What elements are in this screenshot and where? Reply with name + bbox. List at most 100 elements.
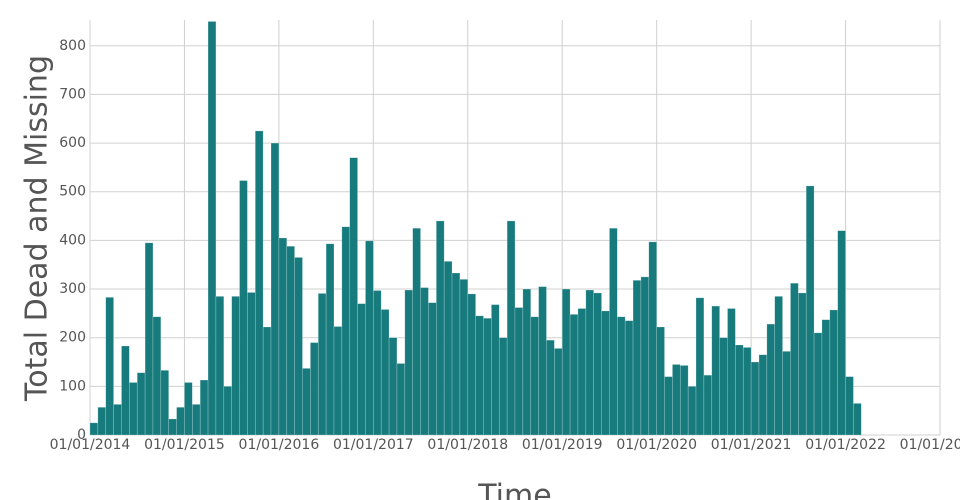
y-tick-label: 600 bbox=[59, 135, 86, 151]
bar bbox=[435, 220, 445, 436]
y-tick-label: 200 bbox=[59, 330, 86, 346]
bar bbox=[601, 310, 610, 436]
bar bbox=[223, 386, 232, 436]
bar bbox=[664, 376, 673, 436]
bar bbox=[617, 316, 626, 436]
bar bbox=[632, 279, 642, 436]
bar bbox=[136, 372, 146, 436]
bar bbox=[577, 308, 587, 436]
bar bbox=[467, 293, 476, 436]
bar bbox=[805, 185, 815, 436]
bar bbox=[310, 342, 319, 436]
bar bbox=[640, 276, 650, 436]
bar bbox=[168, 418, 177, 436]
x-tick-label: 01/01/2017 bbox=[333, 437, 414, 453]
bar bbox=[97, 406, 107, 436]
y-tick-label: 500 bbox=[59, 184, 86, 200]
bar bbox=[656, 326, 665, 436]
x-tick-label: 01/01/2019 bbox=[522, 437, 603, 453]
bar bbox=[530, 316, 539, 436]
bar bbox=[176, 406, 185, 436]
bar bbox=[735, 344, 744, 436]
bar bbox=[349, 157, 358, 436]
bar bbox=[498, 337, 508, 436]
bar bbox=[365, 240, 374, 436]
bar bbox=[554, 348, 563, 436]
bar bbox=[514, 307, 524, 436]
bar bbox=[420, 287, 429, 436]
bar bbox=[648, 241, 657, 436]
bar bbox=[404, 289, 413, 436]
bar bbox=[845, 376, 854, 436]
bar bbox=[294, 257, 303, 436]
bar bbox=[522, 288, 532, 436]
bar bbox=[742, 347, 752, 436]
bar bbox=[506, 220, 516, 436]
bar bbox=[703, 374, 713, 436]
y-tick-label: 100 bbox=[59, 378, 86, 394]
bar bbox=[184, 382, 193, 436]
bar bbox=[278, 237, 288, 436]
bar bbox=[254, 130, 264, 436]
bar bbox=[758, 354, 768, 436]
bar bbox=[679, 365, 689, 436]
bar bbox=[113, 404, 122, 436]
bar bbox=[302, 368, 311, 436]
bar bbox=[475, 315, 484, 436]
bar bbox=[672, 364, 681, 436]
bar bbox=[373, 290, 382, 436]
bar bbox=[89, 422, 99, 436]
bar bbox=[357, 303, 366, 436]
x-tick-label: 01/01/2016 bbox=[239, 437, 320, 453]
bar bbox=[750, 361, 760, 436]
bar bbox=[585, 289, 595, 436]
bar bbox=[333, 326, 343, 436]
x-tick-label: 01/01/2018 bbox=[427, 437, 508, 453]
bar bbox=[813, 332, 823, 436]
bar bbox=[624, 320, 634, 436]
x-tick-label: 01/01/2020 bbox=[616, 437, 697, 453]
bar bbox=[121, 345, 130, 436]
bar bbox=[569, 314, 579, 436]
bar bbox=[782, 351, 791, 436]
bar bbox=[388, 337, 398, 436]
x-tick-label: 01/01/2015 bbox=[144, 437, 225, 453]
bar bbox=[325, 243, 335, 436]
bar bbox=[821, 319, 831, 436]
bar bbox=[231, 296, 240, 436]
bar bbox=[317, 293, 327, 436]
y-axis-title: Total Dead and Missing bbox=[20, 55, 55, 402]
bar bbox=[593, 292, 602, 436]
bar bbox=[341, 226, 351, 436]
bar bbox=[160, 369, 170, 436]
y-tick-label: 400 bbox=[59, 232, 86, 248]
x-tick-label: 01/01/2022 bbox=[805, 437, 886, 453]
bar bbox=[829, 309, 838, 436]
bar bbox=[853, 403, 862, 436]
bar bbox=[790, 282, 799, 436]
x-axis-title: Time bbox=[477, 479, 551, 500]
bar bbox=[766, 323, 776, 436]
bar bbox=[247, 292, 256, 436]
bar bbox=[144, 242, 154, 436]
bar bbox=[129, 382, 138, 436]
bar bbox=[711, 305, 720, 436]
bar bbox=[262, 326, 272, 436]
bar bbox=[774, 296, 783, 436]
bar bbox=[798, 292, 807, 436]
bar bbox=[396, 363, 406, 436]
bar bbox=[207, 21, 217, 436]
bar bbox=[687, 386, 697, 436]
bar bbox=[199, 379, 209, 436]
bar bbox=[380, 309, 390, 436]
bar bbox=[561, 288, 571, 436]
bar bbox=[428, 302, 437, 436]
x-tick-label: 01/01/2021 bbox=[711, 437, 792, 453]
bar bbox=[538, 286, 547, 436]
bar bbox=[286, 245, 295, 436]
bar bbox=[215, 296, 225, 436]
bar bbox=[270, 142, 280, 436]
x-tick-label: 01/01/2023 bbox=[900, 437, 960, 453]
bar bbox=[491, 304, 500, 436]
